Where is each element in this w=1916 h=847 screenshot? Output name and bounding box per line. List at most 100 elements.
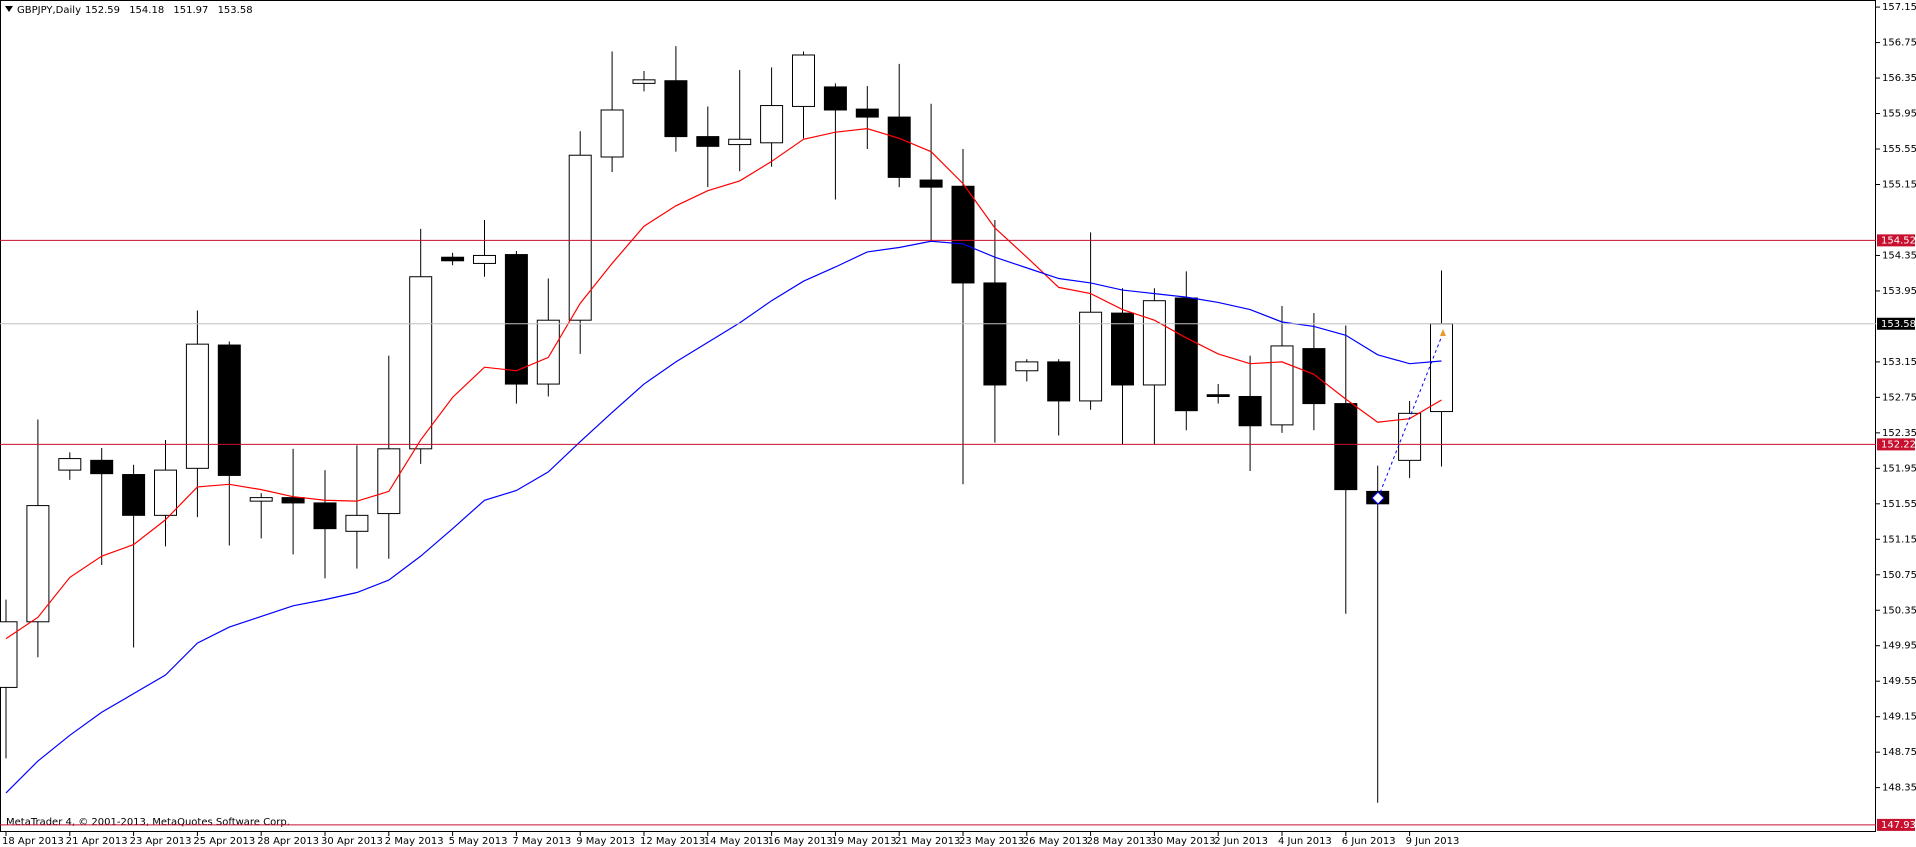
y-tick-label: 148.75 — [1882, 747, 1916, 758]
bear-body — [823, 86, 847, 111]
marks — [0, 46, 1453, 803]
header-open: 152.59 — [85, 5, 120, 16]
bull-body — [377, 448, 401, 515]
menu-triangle[interactable] — [5, 6, 13, 12]
chart-title: GBPJPY,Daily — [17, 5, 81, 16]
bear-body — [1174, 297, 1198, 412]
x-tick-label: 23 Apr 2013 — [130, 836, 192, 847]
y-tick-label: 156.75 — [1882, 38, 1916, 49]
y-tick-label: 152.35 — [1882, 428, 1916, 439]
level-label-bg — [1877, 438, 1915, 451]
bear-body — [441, 256, 465, 262]
x-tick-label: 5 May 2013 — [449, 836, 508, 847]
x-tick-label: 30 May 2013 — [1150, 836, 1215, 847]
bull-body — [1270, 345, 1294, 426]
level-label: 147.93 — [1881, 820, 1916, 831]
bear-body — [122, 474, 146, 516]
bear-body — [217, 344, 241, 476]
x-tick-label: 23 May 2013 — [959, 836, 1024, 847]
level-label: 154.52 — [1881, 235, 1916, 246]
x-tick-label: 2 May 2013 — [385, 836, 444, 847]
arrow-anchor — [1371, 491, 1385, 505]
x-tick-label: 12 May 2013 — [640, 836, 705, 847]
y-tick-label: 151.15 — [1882, 534, 1916, 545]
y-tick-label: 149.55 — [1882, 676, 1916, 687]
x-tick-label: 9 May 2013 — [576, 836, 635, 847]
bear-body — [90, 459, 114, 475]
x-tick-label: 2 Jun 2013 — [1214, 836, 1268, 847]
arrow-head — [1440, 329, 1446, 336]
bear-body — [1111, 312, 1134, 386]
x-tick-label: 6 Jun 2013 — [1342, 836, 1396, 847]
x-tick-label: 16 May 2013 — [768, 836, 833, 847]
bull-body — [1015, 361, 1039, 372]
y-tick-label: 155.95 — [1882, 109, 1916, 120]
y-tick-label: 151.55 — [1882, 499, 1916, 510]
bear-body — [1302, 348, 1326, 405]
x-tick-label: 18 Apr 2013 — [2, 836, 64, 847]
moving-average — [5, 240, 1442, 794]
header-low: 151.97 — [173, 5, 208, 16]
y-tick-label: 155.55 — [1882, 144, 1916, 155]
ohlc-header: 152.59 154.18 151.97 153.58 — [85, 5, 253, 16]
bear-body — [887, 116, 911, 178]
bull-body — [632, 79, 656, 84]
bear-body — [281, 497, 305, 504]
bear-body — [1206, 394, 1230, 397]
moving-average — [5, 128, 1442, 640]
x-tick-label: 7 May 2013 — [512, 836, 571, 847]
y-tick-label: 150.75 — [1882, 570, 1916, 581]
x-tick-label: 4 Jun 2013 — [1278, 836, 1332, 847]
x-tick-label: 21 May 2013 — [895, 836, 960, 847]
bear-body — [855, 108, 879, 118]
bear-body — [696, 136, 720, 147]
x-tick-label: 28 Apr 2013 — [257, 836, 319, 847]
bull-body — [600, 109, 624, 158]
bull-body — [409, 276, 433, 450]
bear-body — [664, 80, 688, 138]
footer-text: MetaTrader 4, © 2001-2013, MetaQuotes So… — [6, 817, 290, 828]
bull-body — [345, 514, 369, 532]
y-tick-label: 157.15 — [1882, 2, 1916, 13]
y-tick-label: 151.95 — [1882, 463, 1916, 474]
bull-body — [536, 319, 560, 385]
bull-body — [728, 138, 752, 146]
current-price-label: 153.58 — [1881, 319, 1916, 330]
level-label-bg — [1877, 818, 1915, 831]
x-tick-label: 30 Apr 2013 — [321, 836, 383, 847]
plot-frame — [0, 0, 1876, 832]
bull-body — [792, 54, 815, 107]
bull-body — [473, 254, 496, 264]
y-tick-label: 152.75 — [1882, 392, 1916, 403]
y-tick-label: 155.15 — [1882, 179, 1916, 190]
y-tick-label: 153.15 — [1882, 357, 1916, 368]
bull-body — [1079, 311, 1103, 402]
bear-body — [1238, 395, 1262, 427]
bear-body — [1047, 361, 1071, 402]
bear-body — [313, 502, 337, 530]
header-high: 154.18 — [129, 5, 164, 16]
current-price-bg — [1877, 317, 1915, 330]
x-tick-label: 14 May 2013 — [704, 836, 769, 847]
bear-body — [919, 179, 943, 188]
y-tick-label: 149.95 — [1882, 641, 1916, 652]
x-tick-label: 28 May 2013 — [1087, 836, 1152, 847]
x-tick-label: 26 May 2013 — [1023, 836, 1088, 847]
bear-body — [983, 282, 1007, 386]
bull-body — [26, 505, 50, 623]
y-tick-label: 154.35 — [1882, 250, 1916, 261]
bull-body — [1430, 323, 1453, 413]
level-label: 152.22 — [1881, 439, 1916, 450]
y-tick-label: 156.35 — [1882, 73, 1916, 84]
bull-body — [1142, 300, 1166, 386]
y-tick-label: 148.35 — [1882, 783, 1916, 794]
bear-body — [504, 254, 528, 385]
x-tick-label: 25 Apr 2013 — [193, 836, 255, 847]
bull-body — [568, 154, 592, 321]
bull-body — [185, 343, 209, 469]
bull-body — [249, 497, 273, 502]
header-close: 153.58 — [218, 5, 253, 16]
bull-body — [1398, 412, 1422, 461]
y-tick-label: 153.95 — [1882, 286, 1916, 297]
